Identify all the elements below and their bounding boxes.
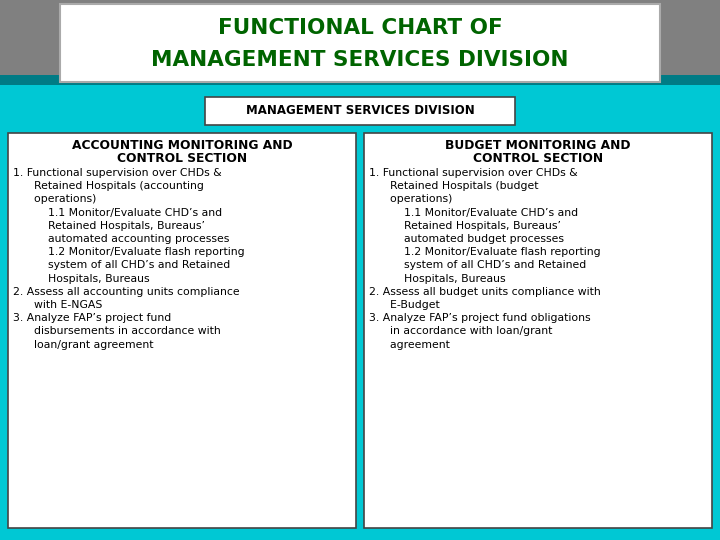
Text: FUNCTIONAL CHART OF: FUNCTIONAL CHART OF bbox=[217, 18, 503, 38]
Text: 2. Assess all accounting units compliance: 2. Assess all accounting units complianc… bbox=[13, 287, 240, 297]
Bar bbox=[0, 75, 720, 85]
Text: operations): operations) bbox=[13, 194, 96, 205]
Text: 1. Functional supervision over CHDs &: 1. Functional supervision over CHDs & bbox=[369, 168, 577, 178]
Text: MANAGEMENT SERVICES DIVISION: MANAGEMENT SERVICES DIVISION bbox=[151, 50, 569, 70]
Text: system of all CHD’s and Retained: system of all CHD’s and Retained bbox=[369, 260, 586, 271]
Text: automated budget processes: automated budget processes bbox=[369, 234, 564, 244]
Bar bbox=[8, 133, 356, 528]
Text: 3. Analyze FAP’s project fund obligations: 3. Analyze FAP’s project fund obligation… bbox=[369, 313, 590, 323]
Text: agreement: agreement bbox=[369, 340, 450, 349]
Text: Retained Hospitals (accounting: Retained Hospitals (accounting bbox=[13, 181, 204, 191]
Text: disbursements in accordance with: disbursements in accordance with bbox=[13, 326, 221, 336]
Text: with E-NGAS: with E-NGAS bbox=[13, 300, 102, 310]
Text: Retained Hospitals, Bureaus’: Retained Hospitals, Bureaus’ bbox=[369, 221, 561, 231]
Text: system of all CHD’s and Retained: system of all CHD’s and Retained bbox=[13, 260, 230, 271]
Text: CONTROL SECTION: CONTROL SECTION bbox=[117, 152, 247, 165]
Text: automated accounting processes: automated accounting processes bbox=[13, 234, 230, 244]
Bar bbox=[0, 85, 720, 540]
Text: 1.1 Monitor/Evaluate CHD’s and: 1.1 Monitor/Evaluate CHD’s and bbox=[369, 207, 578, 218]
Text: Hospitals, Bureaus: Hospitals, Bureaus bbox=[369, 274, 505, 284]
Text: loan/grant agreement: loan/grant agreement bbox=[13, 340, 153, 349]
Text: 1.2 Monitor/Evaluate flash reporting: 1.2 Monitor/Evaluate flash reporting bbox=[13, 247, 245, 257]
Text: 3. Analyze FAP’s project fund: 3. Analyze FAP’s project fund bbox=[13, 313, 171, 323]
Text: operations): operations) bbox=[369, 194, 452, 205]
Bar bbox=[60, 4, 660, 82]
Text: Retained Hospitals, Bureaus’: Retained Hospitals, Bureaus’ bbox=[13, 221, 205, 231]
Text: 1.2 Monitor/Evaluate flash reporting: 1.2 Monitor/Evaluate flash reporting bbox=[369, 247, 600, 257]
Text: MANAGEMENT SERVICES DIVISION: MANAGEMENT SERVICES DIVISION bbox=[246, 105, 474, 118]
Text: E-Budget: E-Budget bbox=[369, 300, 440, 310]
Text: in accordance with loan/grant: in accordance with loan/grant bbox=[369, 326, 552, 336]
Text: Hospitals, Bureaus: Hospitals, Bureaus bbox=[13, 274, 150, 284]
Text: ACCOUNTING MONITORING AND: ACCOUNTING MONITORING AND bbox=[72, 139, 292, 152]
Text: BUDGET MONITORING AND: BUDGET MONITORING AND bbox=[445, 139, 631, 152]
Bar bbox=[364, 133, 712, 528]
Text: 1. Functional supervision over CHDs &: 1. Functional supervision over CHDs & bbox=[13, 168, 222, 178]
Bar bbox=[205, 97, 515, 125]
Text: 1.1 Monitor/Evaluate CHD’s and: 1.1 Monitor/Evaluate CHD’s and bbox=[13, 207, 222, 218]
Text: 2. Assess all budget units compliance with: 2. Assess all budget units compliance wi… bbox=[369, 287, 600, 297]
Text: CONTROL SECTION: CONTROL SECTION bbox=[473, 152, 603, 165]
Text: Retained Hospitals (budget: Retained Hospitals (budget bbox=[369, 181, 539, 191]
